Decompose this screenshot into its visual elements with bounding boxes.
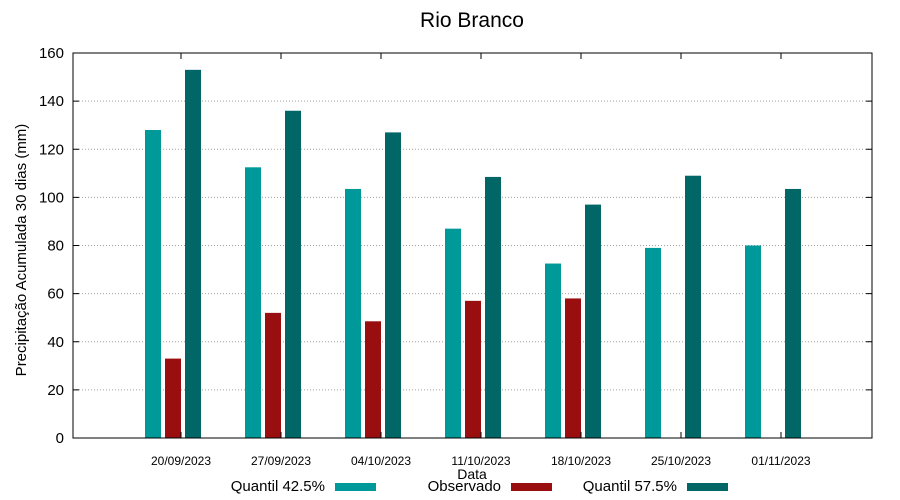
y-tick-label: 120: [39, 141, 64, 158]
x-tick-label: 27/09/2023: [251, 454, 311, 468]
x-tick-label: 04/10/2023: [351, 454, 411, 468]
y-tick-label: 100: [39, 189, 64, 206]
bars-layer: [145, 69, 801, 438]
labels-layer: 0 20 40 60 80 100 120 140 160 20/09/2023 27/09/202…: [39, 45, 811, 468]
legend-label: Observado: [428, 478, 501, 495]
bar-quantil-42-5-: [545, 263, 561, 438]
y-tick-label: 80: [47, 238, 64, 255]
x-tick-label: 20/09/2023: [151, 454, 211, 468]
bar-quantil-57-5-: [285, 110, 301, 438]
legend-swatch: [335, 483, 376, 491]
bar-quantil-57-5-: [585, 204, 601, 438]
bar-quantil-57-5-: [685, 175, 701, 438]
x-tick-label: 25/10/2023: [651, 454, 711, 468]
legend-label: Quantil 42.5%: [231, 478, 325, 495]
bar-observado: [465, 300, 481, 438]
bar-quantil-42-5-: [345, 188, 361, 438]
y-axis-label: Precipitação Acumulada 30 dias (mm): [13, 124, 30, 377]
y-tick-label: 160: [39, 45, 64, 62]
bar-quantil-42-5-: [445, 228, 461, 438]
bar-quantil-57-5-: [485, 176, 501, 438]
bar-quantil-57-5-: [785, 188, 801, 438]
x-tick-label: 18/10/2023: [551, 454, 611, 468]
y-tick-label: 140: [39, 93, 64, 110]
y-tick-label: 20: [47, 382, 64, 399]
bar-quantil-42-5-: [745, 245, 761, 438]
x-tick-label: 11/10/2023: [451, 454, 510, 468]
bar-quantil-42-5-: [245, 167, 261, 438]
legend-swatch: [511, 483, 552, 491]
chart-title: Rio Branco: [420, 9, 524, 32]
y-tick-label: 0: [56, 430, 64, 447]
bar-quantil-42-5-: [645, 247, 661, 438]
bar-observado: [365, 321, 381, 438]
x-axis-label: Data: [457, 466, 487, 482]
bar-observado: [265, 312, 281, 438]
bar-quantil-57-5-: [185, 69, 201, 438]
bar-quantil-57-5-: [385, 132, 401, 438]
ticks-layer: [73, 52, 872, 439]
legend: Quantil 42.5% Observado Quantil 57.5%: [231, 478, 728, 495]
y-tick-label: 40: [47, 334, 64, 351]
legend-swatch: [687, 483, 728, 491]
y-tick-label: 60: [47, 286, 64, 303]
x-tick-label: 01/11/2023: [751, 454, 810, 468]
bar-observado: [165, 358, 181, 438]
bar-quantil-42-5-: [145, 130, 161, 438]
legend-label: Quantil 57.5%: [583, 478, 677, 495]
bar-observado: [565, 298, 581, 438]
